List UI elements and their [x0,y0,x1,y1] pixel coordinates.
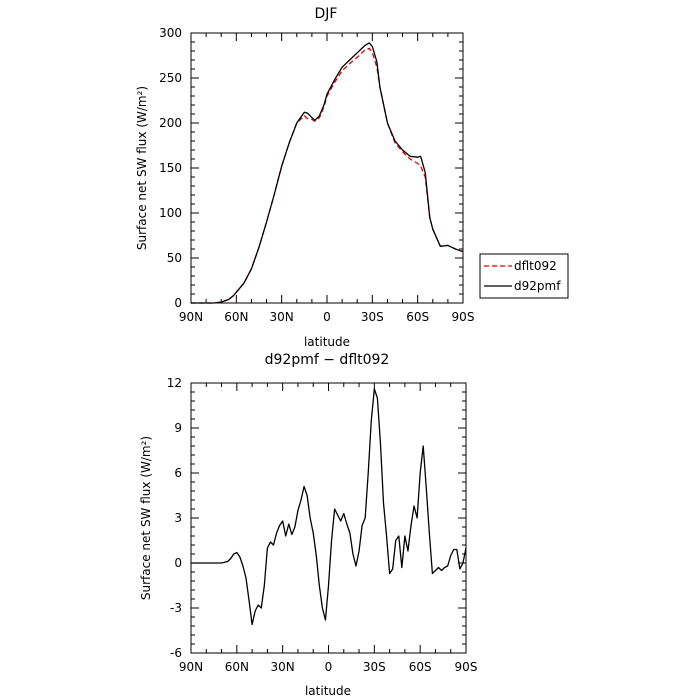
top-x-tick-labels: 90N 60N 30N 0 30S 60S 90S [179,310,475,324]
bottom-series-lines [191,388,467,626]
top-x-tick-label: 30S [361,310,384,324]
top-series-line-d92pmf [191,42,464,304]
bottom-axis-ticks [190,382,467,654]
bottom-x-axis-label: latitude [305,684,351,698]
top-x-tick-label: 30N [270,310,294,324]
bottom-y-tick-label: 12 [167,376,182,390]
top-x-tick-label: 90N [179,310,203,324]
bottom-y-tick-label: 9 [174,421,182,435]
top-y-tick-label: 100 [159,206,182,220]
top-x-tick-label: 90S [452,310,475,324]
top-series-lines [191,42,464,304]
legend: dflt092 d92pmf [479,253,569,299]
bottom-x-tick-label: 90N [179,660,203,674]
top-chart-title: DJF [315,6,338,22]
bottom-plot-frame [190,382,467,654]
bottom-y-tick-label: 3 [174,511,182,525]
top-y-tick-label: 150 [159,161,182,175]
bottom-y-tick-label: -3 [170,601,182,615]
top-y-tick-labels: 0 50 100 150 200 250 300 [159,26,182,310]
top-y-tick-label: 250 [159,71,182,85]
top-plot-frame [190,32,464,304]
top-y-tick-label: 300 [159,26,182,40]
bottom-chart-title: d92pmf − dflt092 [265,352,390,368]
panel-top: DJF 90N 60N 30N 0 30S 60S 90S 0 50 100 150 200 250 3… [135,6,569,349]
bottom-x-tick-label: 30N [271,660,295,674]
top-y-axis-label: Surface net SW flux (W/m²) [135,86,149,250]
bottom-x-tick-label: 90S [455,660,478,674]
bottom-y-tick-labels: -6 -3 0 3 6 9 12 [167,376,182,660]
bottom-series-line-0 [191,388,467,626]
top-series-line-dflt092 [191,47,464,304]
top-x-axis-label: latitude [304,335,350,349]
bottom-x-tick-label: 60S [409,660,432,674]
top-y-tick-label: 0 [174,296,182,310]
top-x-tick-label: 60N [224,310,248,324]
bottom-y-tick-label: 6 [174,466,182,480]
bottom-x-tick-label: 0 [325,660,333,674]
top-y-tick-label: 200 [159,116,182,130]
panel-bottom: d92pmf − dflt092 90N 60N 30N 0 30S 60S 90S -6-… [139,352,477,698]
bottom-x-tick-label: 60N [225,660,249,674]
legend-label-d92pmf: d92pmf [514,279,561,293]
top-y-tick-label: 50 [167,251,182,265]
bottom-x-tick-labels: 90N 60N 30N 0 30S 60S 90S [179,660,478,674]
bottom-y-axis-label: Surface net SW flux (W/m²) [139,436,153,600]
top-x-tick-label: 0 [323,310,331,324]
top-axis-ticks [190,32,464,304]
top-x-tick-label: 60S [406,310,429,324]
bottom-y-tick-label: 0 [174,556,182,570]
bottom-x-tick-label: 30S [363,660,386,674]
legend-box [479,253,569,299]
bottom-y-tick-label: -6 [170,646,182,660]
legend-label-dflt092: dflt092 [514,259,557,273]
